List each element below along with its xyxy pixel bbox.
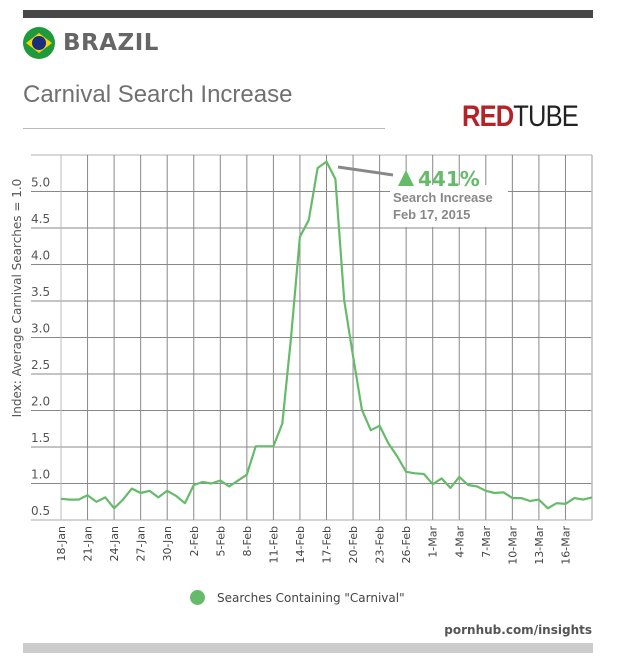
source-link[interactable]: pornhub.com/insights [444, 623, 592, 637]
y-tick-label: 4.0 [31, 249, 50, 263]
series-line [60, 160, 593, 510]
y-tick-label: 4.5 [31, 212, 50, 226]
x-tick-label: 8-Feb [241, 526, 254, 556]
x-tick-label: 7-Mar [480, 526, 493, 558]
x-tick-label: 11-Feb [267, 526, 280, 563]
legend-marker [190, 590, 205, 605]
y-tick-label: 2.0 [31, 395, 50, 409]
title-divider [23, 128, 385, 129]
x-tick-label: 21-Jan [82, 526, 95, 562]
legend-label: Searches Containing "Carnival" [217, 590, 405, 605]
x-tick-label: 4-Mar [453, 526, 466, 558]
brazil-flag-icon [23, 27, 55, 59]
x-tick-label: 24-Jan [108, 526, 121, 562]
y-tick-label: 0.5 [31, 504, 50, 518]
redtube-logo: REDTUBE [462, 100, 579, 133]
x-tick-label: 30-Jan [161, 526, 174, 562]
x-tick-label: 27-Jan [135, 526, 148, 562]
x-tick-label: 18-Jan [55, 526, 68, 562]
y-tick-label: 5.0 [31, 176, 50, 190]
x-tick-label: 23-Feb [374, 526, 387, 563]
bottom-bar [23, 643, 593, 653]
x-tick-label: 13-Mar [533, 526, 546, 565]
x-tick-label: 16-Mar [559, 526, 572, 565]
annotation-value: 441% [418, 167, 480, 191]
annotation-line2: Feb 17, 2015 [393, 207, 470, 222]
x-tick-label: 2-Feb [188, 526, 201, 556]
country-label: BRAZIL [63, 30, 159, 56]
y-tick-label: 2.5 [31, 358, 50, 372]
annotation-leader [337, 165, 394, 177]
y-tick-label: 1.5 [31, 431, 50, 445]
y-tick-label: 3.0 [31, 322, 50, 336]
up-triangle-icon [398, 170, 414, 186]
y-tick-label: 1.0 [31, 468, 50, 482]
top-bar [23, 10, 593, 18]
x-tick-label: 26-Feb [400, 526, 413, 563]
x-tick-label: 1-Mar [427, 526, 440, 558]
annotation-bg [390, 185, 508, 227]
x-tick-label: 10-Mar [506, 526, 519, 565]
chart-title: Carnival Search Increase [23, 81, 293, 108]
x-tick-label: 14-Feb [294, 526, 307, 563]
annotation-line1: Search Increase [393, 190, 493, 205]
x-tick-label: 20-Feb [347, 526, 360, 563]
x-tick-label: 17-Feb [321, 526, 334, 563]
x-tick-label: 5-Feb [214, 526, 227, 556]
legend: Searches Containing "Carnival" [190, 590, 405, 605]
y-axis-label: Index: Average Carnival Searches = 1.0 [10, 179, 24, 418]
y-tick-label: 3.5 [31, 285, 50, 299]
